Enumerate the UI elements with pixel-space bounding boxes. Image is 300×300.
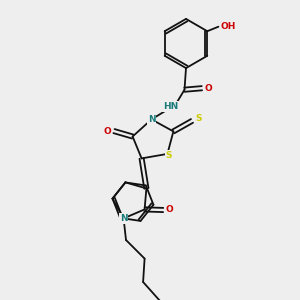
Text: OH: OH	[220, 22, 236, 31]
Text: O: O	[103, 127, 111, 136]
Text: O: O	[205, 84, 212, 93]
Text: S: S	[166, 151, 172, 160]
Text: S: S	[195, 114, 202, 123]
Text: HN: HN	[163, 102, 178, 111]
Text: N: N	[120, 214, 128, 223]
Text: O: O	[166, 206, 174, 214]
Text: N: N	[148, 115, 155, 124]
